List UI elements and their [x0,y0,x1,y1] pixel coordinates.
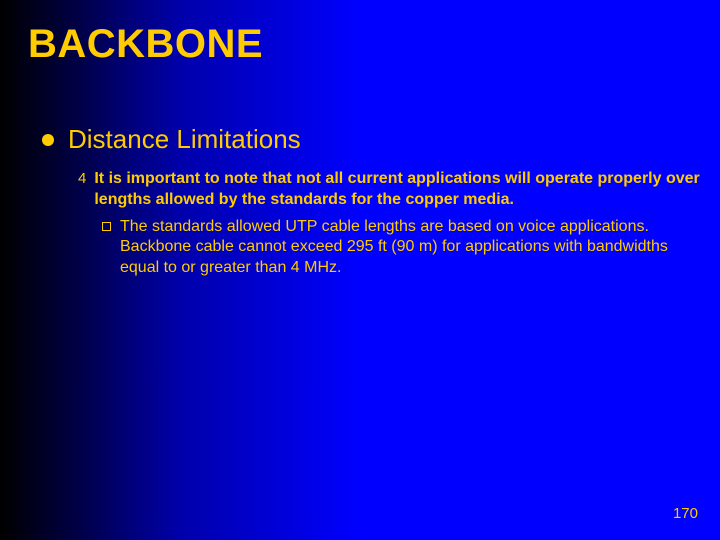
heading-row: Distance Limitations [42,124,700,155]
bullet-level3-text: The standards allowed UTP cable lengths … [120,217,700,279]
slide-title: BACKBONE [28,22,263,67]
slide-content: Distance Limitations 4 It is important t… [42,124,700,279]
bullet-level2: 4 It is important to note that not all c… [78,169,700,211]
bullet-dot-icon [42,134,54,146]
heading-text: Distance Limitations [68,124,301,155]
slide-container: BACKBONE Distance Limitations 4 It is im… [0,0,720,540]
bullet-level3: The standards allowed UTP cable lengths … [102,217,700,279]
bullet-level2-text: It is important to note that not all cur… [94,169,700,211]
page-number: 170 [673,505,698,522]
square-bullet-icon [102,222,111,231]
check-bullet-icon: 4 [78,169,86,189]
